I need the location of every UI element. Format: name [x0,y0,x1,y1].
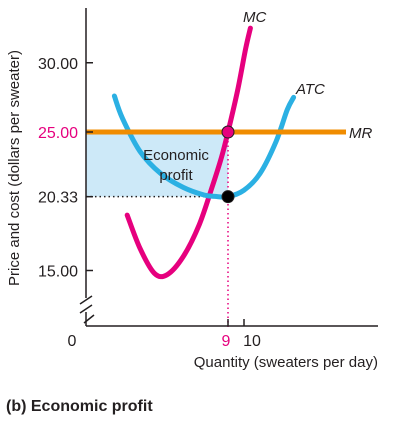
atc-curve [111,93,297,200]
economic-profit-area [86,132,228,197]
atc-label: ATC [295,81,325,98]
economic-profit-label-line2: profit [159,167,193,184]
x-tick-label: 0 [68,333,77,350]
markers-group [221,125,235,204]
ticks-group: 30.00 25.00 20.33 15.00 0 9 10 [38,56,261,350]
y-axis-break-mark [79,295,93,305]
axes-group [79,8,378,327]
x-axis-break-mark [83,314,95,324]
mr-label: MR [349,125,372,142]
x-tick-label: 9 [222,333,231,350]
mc-curve [124,25,253,280]
figure-caption: (b) Economic profit [6,398,153,415]
labels-group: MC ATC MR Economic profit Quantity (sweaters … [6,9,378,371]
y-tick-label: 30.00 [38,56,78,73]
curves-group [86,25,346,280]
y-axis-title: Price and cost (dollars per sweater) [6,50,23,286]
y-tick-label: 20.33 [38,190,78,207]
y-axis-break-mark [79,304,93,314]
x-tick-label: 10 [243,333,261,350]
y-tick-label: 25.00 [38,125,78,142]
x-axis-title: Quantity (sweaters per day) [194,354,378,371]
profit-shade-group [86,132,228,197]
y-tick-label: 15.00 [38,264,78,281]
mc-label: MC [243,9,266,26]
equilibrium-marker [221,125,235,139]
equilibrium-marker [221,190,235,204]
economic-profit-label-line1: Economic [143,147,209,164]
